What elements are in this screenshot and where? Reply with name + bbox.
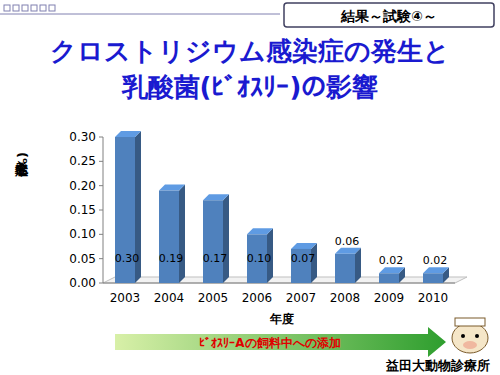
y-tick-label: 0.05 [69, 252, 96, 266]
mascot-head [452, 323, 488, 353]
data-label: 0.17 [203, 252, 228, 265]
y-tick [99, 161, 103, 162]
y-tick [99, 283, 103, 284]
data-label: 0.30 [115, 252, 140, 265]
annotation: ﾋﾞｵｽﾘｰAの飼料中への添加 [199, 336, 340, 350]
data-label: 0.06 [335, 235, 360, 248]
bar [423, 273, 443, 283]
x-tick-label: 2005 [198, 291, 229, 305]
mascot-eye [461, 334, 465, 338]
x-tick-label: 2008 [330, 291, 361, 305]
mascot-cap [455, 318, 485, 326]
data-label: 0.07 [291, 252, 316, 265]
x-tick-label: 2010 [418, 291, 449, 305]
decoration [40, 5, 46, 11]
mascot-nose [463, 341, 477, 349]
bar-group [379, 267, 405, 283]
decoration [31, 5, 37, 11]
floor [103, 277, 467, 283]
y-tick [99, 137, 103, 138]
bar-group [335, 248, 361, 283]
label-box [284, 3, 494, 27]
bar-top [423, 267, 449, 273]
bar-top [159, 185, 185, 191]
y-tick-label: 0.20 [69, 179, 96, 193]
bar-group [115, 131, 141, 283]
y-tick-label: 0.10 [69, 227, 96, 241]
subtitle: 乳酸菌(ﾋﾞｵｽﾘｰ)の影響 [121, 72, 379, 102]
y-axis-label: 発症率(%) [15, 152, 30, 177]
x-axis [103, 283, 455, 284]
mascot-eye [475, 334, 479, 338]
annotation: 結果～試験④～ [340, 8, 437, 24]
x-tick-label: 2007 [286, 291, 317, 305]
y-tick-label: 0.25 [69, 154, 96, 168]
title: クロストリジウム感染症の発生と [50, 36, 450, 66]
decoration [49, 5, 55, 11]
y-tick [99, 185, 103, 186]
bar-group [247, 228, 273, 283]
arrow [115, 327, 446, 357]
bar [159, 191, 179, 283]
bar-group [423, 267, 449, 283]
bar-group [291, 243, 317, 283]
chart: 結果～試験④～ クロストリジウム感染症の発生と乳酸菌(ﾋﾞｵｽﾘｰ)の影響 0.00… [0, 0, 500, 375]
bar-top [247, 228, 273, 234]
bar-side [355, 248, 361, 283]
x-tick-label: 2003 [110, 291, 141, 305]
data-label: 0.02 [379, 254, 404, 267]
y-tick-label: 0.15 [69, 203, 96, 217]
data-label: 0.19 [159, 252, 184, 265]
bar-top [203, 194, 229, 200]
annotation: 益田大動物診療所 [385, 358, 490, 373]
decoration [22, 5, 28, 11]
y-tick [99, 234, 103, 235]
data-label: 0.02 [423, 254, 448, 267]
x-tick-label: 2006 [242, 291, 273, 305]
y-tick-label: 0.00 [69, 276, 96, 290]
bars [115, 131, 449, 283]
bar [379, 273, 399, 283]
y-tick [99, 210, 103, 211]
bar [203, 200, 223, 283]
bar-top [115, 131, 141, 137]
data-label: 0.10 [247, 252, 272, 265]
bar-top [291, 243, 317, 249]
decoration [13, 5, 19, 11]
y-tick [99, 258, 103, 259]
bar [335, 254, 355, 283]
decoration [0, 14, 280, 15]
mascot [452, 318, 488, 353]
bar-group [203, 194, 229, 283]
bar-top [335, 248, 361, 254]
bar-side [179, 185, 185, 283]
x-tick-label: 2004 [154, 291, 185, 305]
decoration [4, 5, 10, 11]
bar-side [223, 194, 229, 283]
x-axis-label: 年度 [269, 312, 294, 326]
bar-top [379, 267, 405, 273]
x-tick-label: 2009 [374, 291, 405, 305]
bar-group [159, 185, 185, 283]
y-tick-label: 0.30 [69, 130, 96, 144]
